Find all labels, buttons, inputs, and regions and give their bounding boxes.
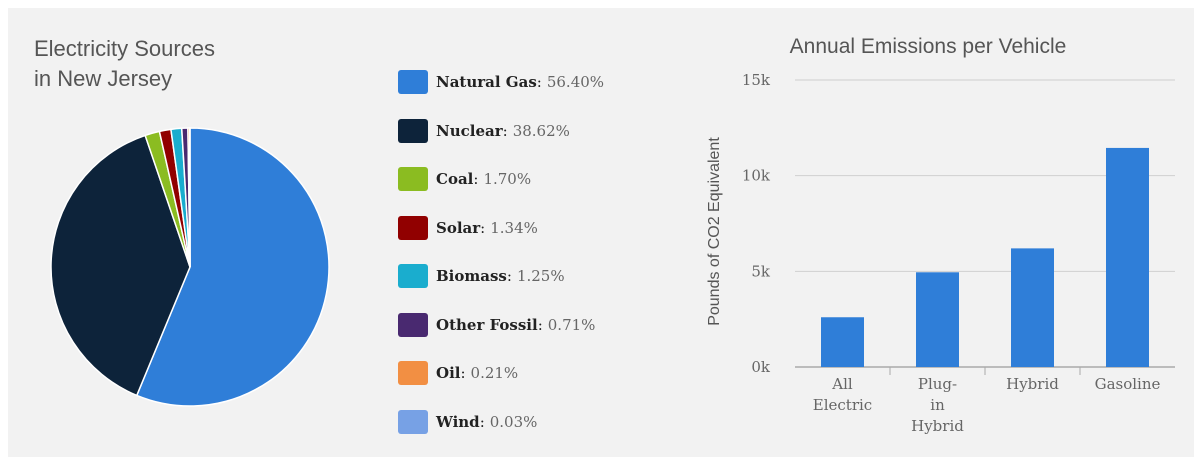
bar-hybrid[interactable] (1011, 248, 1054, 367)
pie-chart (50, 127, 330, 407)
legend-label: Wind (436, 412, 480, 431)
pie-title-line-1: Electricity Sources (34, 36, 215, 61)
y-tick-label: 0k (751, 358, 771, 376)
y-axis-label: Pounds of CO2 Equivalent (706, 137, 723, 326)
legend-separator: : (536, 73, 542, 92)
bar-all-electric[interactable] (821, 317, 864, 367)
legend-label: Other Fossil (436, 315, 538, 334)
legend-label: Oil (436, 364, 461, 383)
legend-label: Coal (436, 170, 474, 189)
legend-swatch (398, 361, 428, 386)
legend-value: 0.71% (547, 315, 596, 334)
x-tick-label: All (831, 375, 853, 393)
pie-title-line-2: in New Jersey (34, 66, 173, 91)
legend-swatch (398, 70, 428, 95)
legend-swatch (398, 167, 428, 192)
x-tick-label: Gasoline (1095, 375, 1161, 393)
legend-swatch (398, 312, 428, 337)
legend-value: 1.70% (483, 170, 532, 189)
legend-value: 38.62% (512, 121, 570, 140)
legend-separator: : (502, 121, 508, 140)
pie-slice-nuclear[interactable] (50, 134, 191, 397)
bar-plug-in-hybrid[interactable] (916, 272, 959, 367)
y-tick-label: 15k (742, 71, 771, 89)
bar-chart-title: Annual Emissions per Vehicle (790, 35, 1067, 58)
legend-swatch (398, 264, 428, 289)
top-strip (0, 0, 1202, 8)
pie-slice-natural-gas[interactable] (135, 127, 330, 407)
legend-separator: : (480, 218, 486, 237)
legend-item-wind[interactable]: Wind:0.03% (398, 398, 604, 447)
y-tick-label: 10k (742, 167, 771, 185)
legend-value: 56.40% (546, 73, 605, 92)
legend-value: 1.25% (516, 267, 565, 286)
legend-swatch (398, 215, 428, 240)
bar-gasoline[interactable] (1106, 147, 1149, 367)
legend-item-other-fossil[interactable]: Other Fossil:0.71% (398, 301, 604, 350)
pie-legend: Natural Gas:56.40% Nuclear:38.62% Coal:1.7… (398, 58, 604, 446)
legend-separator: : (537, 315, 543, 334)
legend-separator: : (479, 412, 485, 431)
legend-label: Biomass (436, 267, 507, 286)
x-tick-label: Plug- (918, 375, 957, 393)
x-tick-label: Electric (813, 396, 872, 414)
legend-item-oil[interactable]: Oil:0.21% (398, 349, 604, 398)
legend-item-coal[interactable]: Coal:1.70% (398, 155, 604, 204)
legend-separator: : (473, 170, 479, 189)
legend-swatch (398, 409, 428, 434)
legend-separator: : (460, 364, 466, 383)
x-tick-label: in (930, 396, 945, 414)
legend-item-solar[interactable]: Solar:1.34% (398, 204, 604, 253)
legend-label: Solar (436, 218, 481, 237)
legend-item-nuclear[interactable]: Nuclear:38.62% (398, 107, 604, 156)
x-tick-label: Hybrid (1006, 375, 1059, 393)
y-tick-label: 5k (751, 262, 771, 280)
legend-item-natural-gas[interactable]: Natural Gas:56.40% (398, 58, 604, 107)
legend-value: 0.03% (489, 412, 538, 431)
legend-value: 0.21% (470, 364, 519, 383)
bar-chart: Annual Emissions per Vehicle Pounds of CO… (706, 35, 1175, 435)
pie-chart-title: Electricity Sources in New Jersey (34, 34, 215, 94)
legend-item-biomass[interactable]: Biomass:1.25% (398, 252, 604, 301)
legend-label: Natural Gas (436, 73, 537, 92)
legend-label: Nuclear (436, 121, 503, 140)
legend-swatch (398, 118, 428, 143)
legend-value: 1.34% (490, 218, 538, 237)
x-tick-label: Hybrid (911, 417, 964, 435)
legend-separator: : (506, 267, 512, 286)
